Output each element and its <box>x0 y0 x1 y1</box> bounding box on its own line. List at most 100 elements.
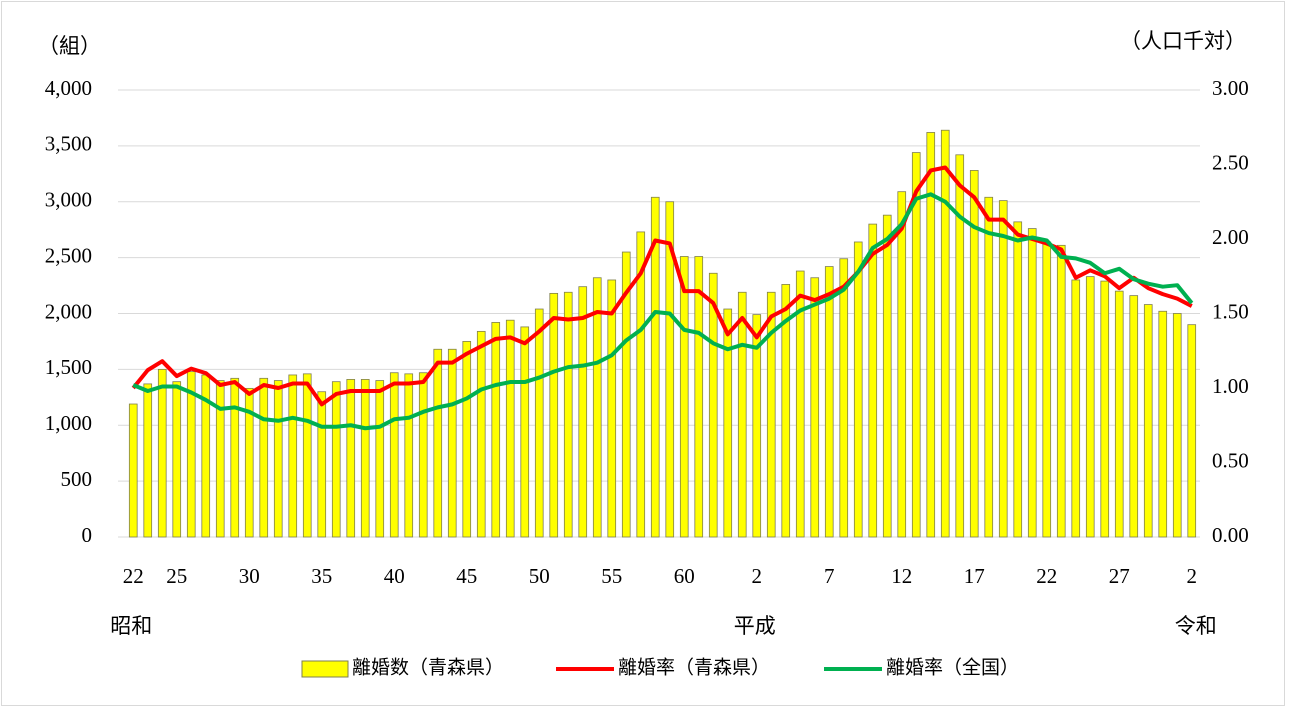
bar <box>679 256 689 538</box>
bar <box>810 277 820 538</box>
bar <box>549 292 559 538</box>
y2-axis-label: （人口千対） <box>1120 29 1246 53</box>
bar <box>259 377 269 538</box>
y-tick-label: 4,000 <box>45 76 92 100</box>
x-tick-label: 27 <box>1109 564 1130 588</box>
y2-tick-label: 1.00 <box>1212 374 1249 398</box>
x-tick-label: 22 <box>123 564 144 588</box>
bar <box>1187 324 1197 538</box>
bar <box>1071 279 1081 538</box>
x-tick-label: 2 <box>752 564 763 588</box>
bar <box>157 368 167 538</box>
bar <box>723 308 733 538</box>
bar <box>592 277 602 538</box>
bar <box>882 214 892 538</box>
bar <box>1114 290 1124 538</box>
bar <box>186 371 196 538</box>
bar <box>230 377 240 538</box>
bar <box>505 319 515 538</box>
y-tick-label: 2,000 <box>45 299 92 323</box>
y2-tick-label: 3.00 <box>1212 76 1249 100</box>
x-tick-label: 60 <box>674 564 695 588</box>
line <box>131 165 1193 407</box>
bar <box>1027 228 1037 538</box>
y2-tick-label: 0.00 <box>1212 523 1249 547</box>
bar <box>288 374 298 538</box>
bar <box>897 191 907 538</box>
y2-tick-label: 2.00 <box>1212 225 1249 249</box>
bar <box>317 391 327 538</box>
x-tick-label: 30 <box>239 564 260 588</box>
x-tick-label: 25 <box>166 564 187 588</box>
legend-label: 離婚数（青森県） <box>352 656 504 678</box>
bar <box>665 201 675 538</box>
bar <box>1056 244 1066 538</box>
bar <box>781 284 791 538</box>
y-tick-label: 500 <box>61 467 93 491</box>
y-tick-label: 1,500 <box>45 355 92 379</box>
legend-swatch <box>301 660 349 678</box>
bar <box>404 373 414 538</box>
y-tick-label: 1,000 <box>45 411 92 435</box>
bar <box>839 258 849 538</box>
bar <box>824 266 834 538</box>
bar <box>520 326 530 538</box>
x-tick-label: 55 <box>601 564 622 588</box>
bar <box>244 387 254 538</box>
x-tick-label: 50 <box>529 564 550 588</box>
bar <box>563 291 573 538</box>
bar <box>607 279 617 538</box>
y-axis-label: （組） <box>38 34 101 58</box>
legend-label: 離婚率（全国） <box>886 656 1019 678</box>
bar <box>1042 241 1052 538</box>
y-tick-label: 2,500 <box>45 243 92 267</box>
bar <box>969 170 979 538</box>
y2-tick-label: 0.50 <box>1212 448 1249 472</box>
bar <box>476 330 486 538</box>
x-tick-label: 17 <box>964 564 985 588</box>
y2-tick-label: 2.50 <box>1212 150 1249 174</box>
bar <box>346 379 356 538</box>
bar <box>360 379 370 538</box>
x-tick-label: 40 <box>384 564 405 588</box>
bar <box>636 231 646 538</box>
bar <box>694 256 704 538</box>
bar <box>1085 276 1095 538</box>
bar <box>650 196 660 538</box>
bar <box>1172 313 1182 538</box>
x-tick-label: 12 <box>891 564 912 588</box>
y-tick-label: 0 <box>82 523 93 547</box>
bar <box>1143 304 1153 538</box>
bar <box>433 348 443 538</box>
bar <box>491 322 501 538</box>
bar <box>1129 295 1139 538</box>
bar <box>795 270 805 538</box>
bar <box>998 200 1008 538</box>
era-label: 令和 <box>1175 614 1217 638</box>
bar <box>418 372 428 538</box>
era-label: 昭和 <box>110 614 152 638</box>
bar <box>273 380 283 538</box>
bar <box>331 381 341 538</box>
bar <box>172 381 182 538</box>
bar <box>128 403 138 538</box>
bar <box>389 372 399 538</box>
bar <box>911 152 921 538</box>
bar <box>868 223 878 538</box>
bar <box>984 196 994 538</box>
x-tick-label: 22 <box>1036 564 1057 588</box>
bar <box>752 314 762 538</box>
y-tick-label: 3,000 <box>45 188 92 212</box>
bar <box>621 251 631 538</box>
bar <box>926 132 936 538</box>
bar <box>940 129 950 538</box>
bar <box>1100 280 1110 538</box>
x-tick-label: 2 <box>1187 564 1198 588</box>
bar <box>143 383 153 538</box>
bar <box>447 348 457 538</box>
y2-tick-label: 1.50 <box>1212 299 1249 323</box>
era-label: 平成 <box>734 614 776 638</box>
bar <box>1013 221 1023 538</box>
x-tick-label: 45 <box>456 564 477 588</box>
